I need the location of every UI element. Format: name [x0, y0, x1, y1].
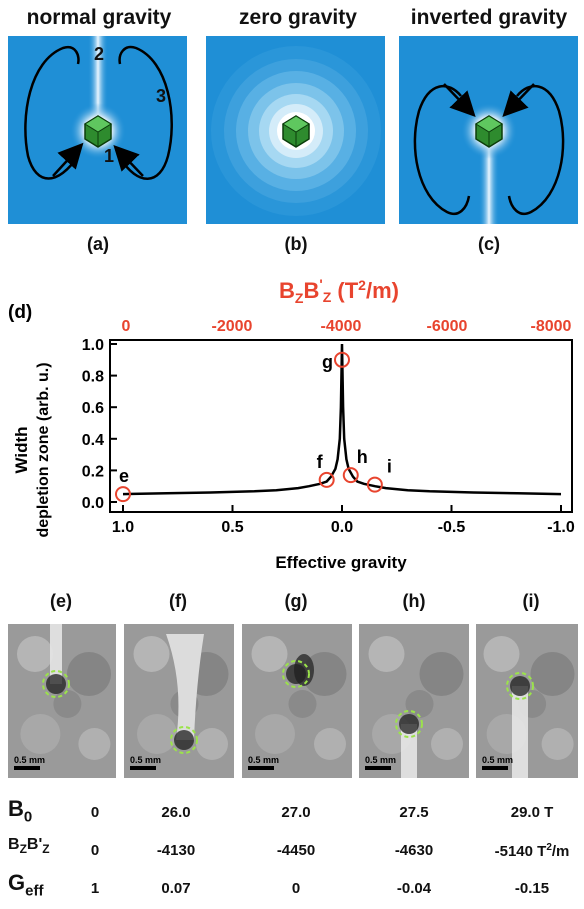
table-cell: 0	[90, 842, 100, 859]
row-label-b0: B0	[8, 796, 33, 826]
particle-outline	[506, 672, 534, 700]
y-tick-label: 0.8	[82, 369, 104, 386]
image-g-label: (g)	[284, 591, 308, 611]
scale-bar-label: 0.5 mm	[482, 755, 514, 765]
crystal-icon	[475, 115, 503, 148]
panel-a-normal-gravity: 2 3 1	[8, 36, 187, 224]
image-f-label: (f)	[169, 591, 187, 611]
point-g-label: g	[322, 352, 333, 372]
panel-b-label: (b)	[284, 234, 308, 254]
y-tick-label: 0.0	[82, 495, 104, 512]
point-f-label: f	[317, 452, 324, 472]
row-label-geff: Geff	[8, 870, 44, 900]
table-cell: -5140 T2/m	[494, 842, 570, 860]
y-tick-label: 1.0	[82, 337, 104, 354]
table-cell: -0.04	[396, 880, 432, 897]
panel-a-number-2: 2	[94, 44, 105, 64]
panel-c-inverted-gravity	[399, 36, 578, 224]
table-cell: -4130	[156, 842, 196, 859]
mri-image-g: 0.5 mm	[242, 624, 352, 778]
top-axis-label: BZB'Z (T2/m)	[279, 276, 399, 306]
point-h-marker	[342, 467, 359, 484]
panel-c-label: (c)	[478, 234, 500, 254]
point-e-label: e	[119, 466, 129, 486]
table-cell: 29.0 T	[510, 804, 554, 821]
mri-image-h: 0.5 mm	[359, 624, 469, 778]
scale-bar-label: 0.5 mm	[365, 755, 397, 765]
crystal-icon	[282, 115, 310, 148]
mri-image-f: 0.5 mm	[124, 624, 234, 778]
top-tick-label: 0	[122, 318, 131, 335]
y-tick-label: 0.2	[82, 463, 104, 480]
scale-bar-label: 0.5 mm	[14, 755, 46, 765]
top-tick-label: -6000	[427, 318, 468, 335]
panel-a-title: normal gravity	[26, 6, 172, 29]
flow-loop-left	[24, 45, 80, 180]
scale-bar	[130, 766, 156, 770]
table-cell: -4450	[276, 842, 316, 859]
image-i-label: (i)	[522, 591, 540, 611]
x-tick-label: 0.0	[331, 519, 353, 536]
scale-bar-label: 0.5 mm	[248, 755, 280, 765]
x-tick-label: -1.0	[547, 519, 575, 536]
chart-panel-label: (d)	[8, 302, 32, 323]
panel-a-label: (a)	[87, 234, 109, 254]
x-tick-label: -0.5	[438, 519, 466, 536]
table-cell: -4630	[394, 842, 434, 859]
x-tick-label: 1.0	[112, 519, 134, 536]
crystal-icon	[84, 115, 112, 148]
table-cell: 27.0	[281, 804, 311, 821]
panel-a-number-1: 1	[104, 146, 115, 166]
table-cell: 1	[90, 880, 100, 897]
depletion-width-chart: (d) BZB'Z (T2/m) 0 -2000 -4000 -6000 -8000 0…	[8, 276, 575, 572]
x-axis-label: Effective gravity	[275, 553, 407, 572]
table-cell: 0.07	[161, 880, 191, 897]
panel-c-title: inverted gravity	[410, 6, 568, 29]
point-i-marker	[366, 476, 383, 493]
particle-outline	[282, 660, 310, 688]
panel-a-number-3: 3	[156, 86, 167, 106]
y-tick-label: 0.6	[82, 400, 104, 417]
y-axis-label-line1: Width	[12, 426, 31, 473]
plot-frame	[109, 339, 573, 513]
particle-outline	[395, 710, 423, 738]
top-tick-label: -8000	[531, 318, 572, 335]
top-tick-label: -2000	[212, 318, 253, 335]
scale-bar	[365, 766, 391, 770]
mri-image-e: 0.5 mm	[8, 624, 116, 778]
point-h-label: h	[357, 447, 368, 467]
image-h-label: (h)	[402, 591, 426, 611]
scale-bar-label: 0.5 mm	[130, 755, 162, 765]
image-e-label: (e)	[50, 591, 72, 611]
flow-loop-right	[118, 45, 173, 180]
mri-image-i: 0.5 mm	[476, 624, 578, 778]
y-tick-label: 0.4	[82, 432, 104, 449]
panel-b-title: zero gravity	[239, 6, 357, 29]
x-tick-label: 0.5	[221, 519, 243, 536]
point-f-marker	[318, 471, 335, 488]
top-tick-label: -4000	[321, 318, 362, 335]
point-i-label: i	[387, 457, 392, 477]
table-cell: 0	[291, 880, 301, 897]
particle-outline	[170, 726, 198, 754]
scale-bar	[482, 766, 508, 770]
y-axis-label-line2: depletion zone (arb. u.)	[35, 362, 52, 537]
point-g-marker	[334, 351, 350, 368]
table-cell: 27.5	[399, 804, 429, 821]
scale-bar	[14, 766, 40, 770]
scale-bar	[248, 766, 274, 770]
point-e-marker	[115, 486, 131, 503]
row-label-bzbz: BZB'Z	[8, 836, 50, 857]
table-cell: 0	[90, 804, 100, 821]
width-curve	[122, 343, 562, 496]
particle-outline	[42, 670, 70, 698]
table-cell: 26.0	[161, 804, 191, 821]
table-cell: -0.15	[514, 880, 550, 897]
panel-b-zero-gravity	[206, 36, 385, 224]
